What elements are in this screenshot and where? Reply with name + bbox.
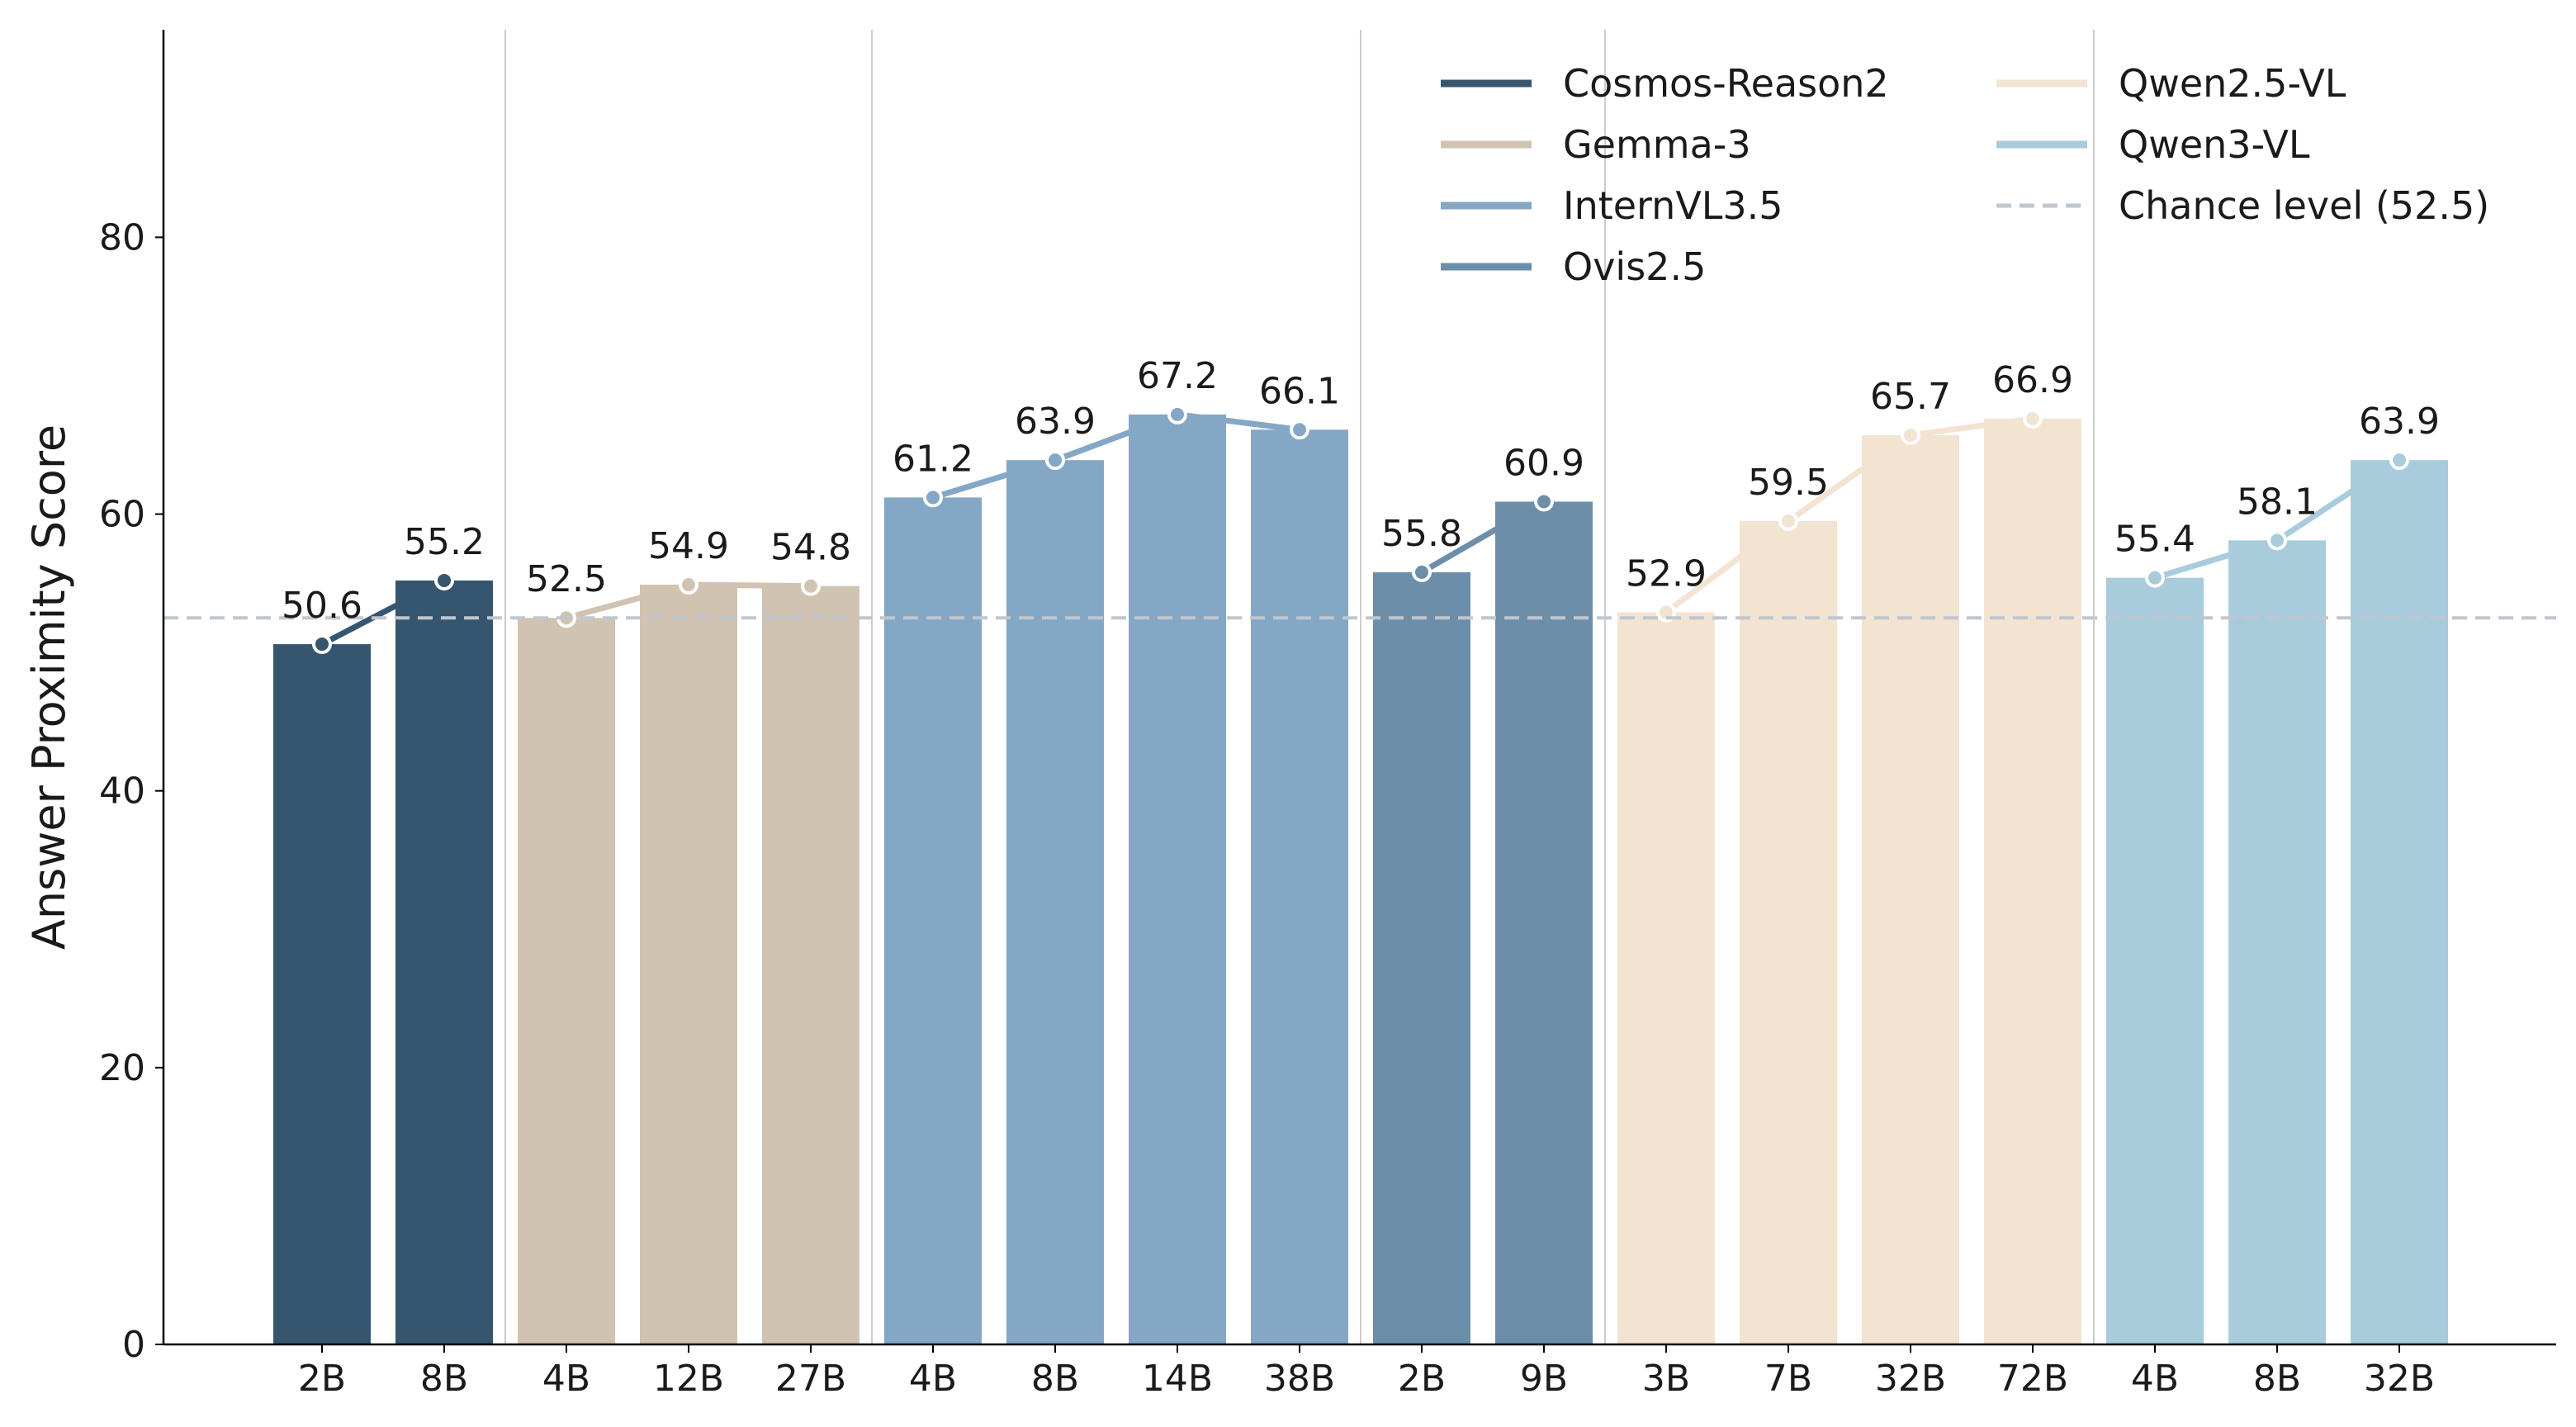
y-tick-label: 60 xyxy=(99,494,145,536)
legend-label: Gemma-3 xyxy=(1563,122,1751,167)
bar-value-label: 60.9 xyxy=(1503,442,1584,484)
bar-qwen3-vl-32b xyxy=(2351,460,2448,1344)
x-tick-label: 4B xyxy=(542,1358,590,1400)
bar-value-label: 52.5 xyxy=(526,558,607,600)
legend-label: Ovis2.5 xyxy=(1563,244,1706,289)
y-tick-label: 80 xyxy=(99,216,145,258)
bar-value-label: 58.1 xyxy=(2237,481,2318,523)
x-tick-label: 4B xyxy=(909,1358,957,1400)
bar-ovis2-5-2b xyxy=(1373,571,1470,1344)
bar-gemma-3-27b xyxy=(762,585,859,1344)
bar-qwen2-5-vl-32b xyxy=(1862,435,1959,1344)
bar-value-label: 61.2 xyxy=(893,438,973,480)
trend-line-qwen2-5-vl xyxy=(1663,415,2036,616)
bar-qwen2-5-vl-3b xyxy=(1617,612,1715,1344)
trend-marker-qwen2-5-vl xyxy=(1778,510,1798,531)
bar-value-label: 65.7 xyxy=(1870,376,1951,418)
x-tick-label: 38B xyxy=(1264,1358,1335,1400)
trend-line-cosmos-reason2 xyxy=(319,577,447,647)
bar-ovis2-5-9b xyxy=(1495,501,1593,1344)
trend-lines xyxy=(312,404,2409,655)
y-tick-label: 40 xyxy=(99,770,145,813)
trend-marker-qwen2-5-vl xyxy=(1901,425,1920,446)
bar-qwen2-5-vl-72b xyxy=(1984,418,2081,1344)
bar-value-label: 63.9 xyxy=(1015,401,1096,443)
legend-label: InternVL3.5 xyxy=(1563,183,1783,228)
x-tick-label: 8B xyxy=(420,1358,468,1400)
x-tick-label: 7B xyxy=(1764,1358,1812,1400)
trend-line-ovis2-5 xyxy=(1418,498,1547,576)
bar-qwen3-vl-4b xyxy=(2106,577,2204,1344)
bar-value-label: 52.9 xyxy=(1626,553,1707,595)
bar-value-label: 66.9 xyxy=(1992,359,2073,401)
bar-internvl3-5-4b xyxy=(884,497,982,1344)
bar-value-label: 54.8 xyxy=(770,527,851,569)
trend-marker-gemma-3 xyxy=(679,574,698,595)
bar-value-label: 55.8 xyxy=(1381,513,1462,555)
x-tick-label: 32B xyxy=(1875,1358,1946,1400)
x-tick-label: 32B xyxy=(2364,1358,2435,1400)
trend-line-internvl3-5 xyxy=(930,411,1303,500)
trend-marker-internvl3-5 xyxy=(1290,420,1309,440)
axes: 2B 8B 4B 12B 27B 4B 8B 14B 38B 2B 9B 3B 7B 32B 72B 4B 8B… xyxy=(99,30,2556,1400)
x-tick-label: 2B xyxy=(1398,1358,1446,1400)
y-tick-label: 0 xyxy=(122,1324,145,1366)
trend-marker-internvl3-5 xyxy=(923,487,943,508)
trend-marker-internvl3-5 xyxy=(1167,404,1187,424)
bar-internvl3-5-8b xyxy=(1006,460,1104,1344)
trend-marker-ovis2-5 xyxy=(1412,562,1432,582)
legend-label: Chance level (52.5) xyxy=(2119,183,2489,228)
legend-label: Qwen2.5-VL xyxy=(2119,61,2346,106)
bar-value-label: 54.9 xyxy=(648,525,729,567)
bar-internvl3-5-38b xyxy=(1251,429,1348,1344)
bar-internvl3-5-14b xyxy=(1129,414,1226,1344)
trend-marker-qwen3-vl xyxy=(2389,450,2409,471)
bar-cosmos-reason2-2b xyxy=(273,644,371,1344)
legend-label: Qwen3-VL xyxy=(2119,122,2310,167)
x-tick-label: 8B xyxy=(2253,1358,2301,1400)
x-tick-label: 2B xyxy=(298,1358,346,1400)
trend-marker-cosmos-reason2 xyxy=(312,634,332,655)
trend-marker-qwen2-5-vl xyxy=(2023,408,2043,429)
bar-qwen2-5-vl-7b xyxy=(1740,520,1837,1344)
bar-gemma-3-12b xyxy=(640,584,737,1344)
x-tick-label: 12B xyxy=(653,1358,724,1400)
x-tick-label: 9B xyxy=(1520,1358,1568,1400)
legend-label: Cosmos-Reason2 xyxy=(1563,61,1889,106)
bar-value-label: 50.6 xyxy=(282,585,362,627)
bar-qwen3-vl-8b xyxy=(2228,540,2326,1344)
y-tick-label: 20 xyxy=(99,1047,145,1089)
bar-value-label: 59.5 xyxy=(1748,462,1829,504)
x-tick-label: 14B xyxy=(1142,1358,1213,1400)
x-tick-label: 8B xyxy=(1031,1358,1079,1400)
bar-value-label: 55.4 xyxy=(2114,519,2195,561)
trend-marker-ovis2-5 xyxy=(1534,491,1554,512)
x-tick-label: 4B xyxy=(2131,1358,2179,1400)
trend-marker-qwen3-vl xyxy=(2267,530,2287,551)
bar-value-label: 63.9 xyxy=(2359,401,2440,443)
bars xyxy=(273,414,2448,1344)
legend: Cosmos-Reason2 Gemma-3 InternVL3.5 Ovis2.5 Q… xyxy=(1441,61,2489,289)
trend-marker-qwen3-vl xyxy=(2145,567,2165,588)
group-separators xyxy=(504,30,2095,1344)
trend-marker-gemma-3 xyxy=(801,576,821,596)
y-axis-label: Answer Proximity Score xyxy=(23,424,75,950)
x-tick-label: 72B xyxy=(1997,1358,2068,1400)
bar-value-label: 67.2 xyxy=(1137,355,1218,397)
x-tick-label: 3B xyxy=(1642,1358,1690,1400)
trend-marker-internvl3-5 xyxy=(1045,450,1065,471)
bar-value-label: 66.1 xyxy=(1259,370,1340,412)
x-tick-label: 27B xyxy=(775,1358,846,1400)
trend-marker-cosmos-reason2 xyxy=(434,570,454,590)
bar-gemma-3-4b xyxy=(518,618,615,1344)
bar-cosmos-reason2-8b xyxy=(395,580,493,1344)
bar-value-labels: 50.6 55.2 52.5 54.9 54.8 61.2 63.9 67.2 66.1 55.8… xyxy=(282,355,2440,627)
bar-value-label: 55.2 xyxy=(404,521,485,563)
